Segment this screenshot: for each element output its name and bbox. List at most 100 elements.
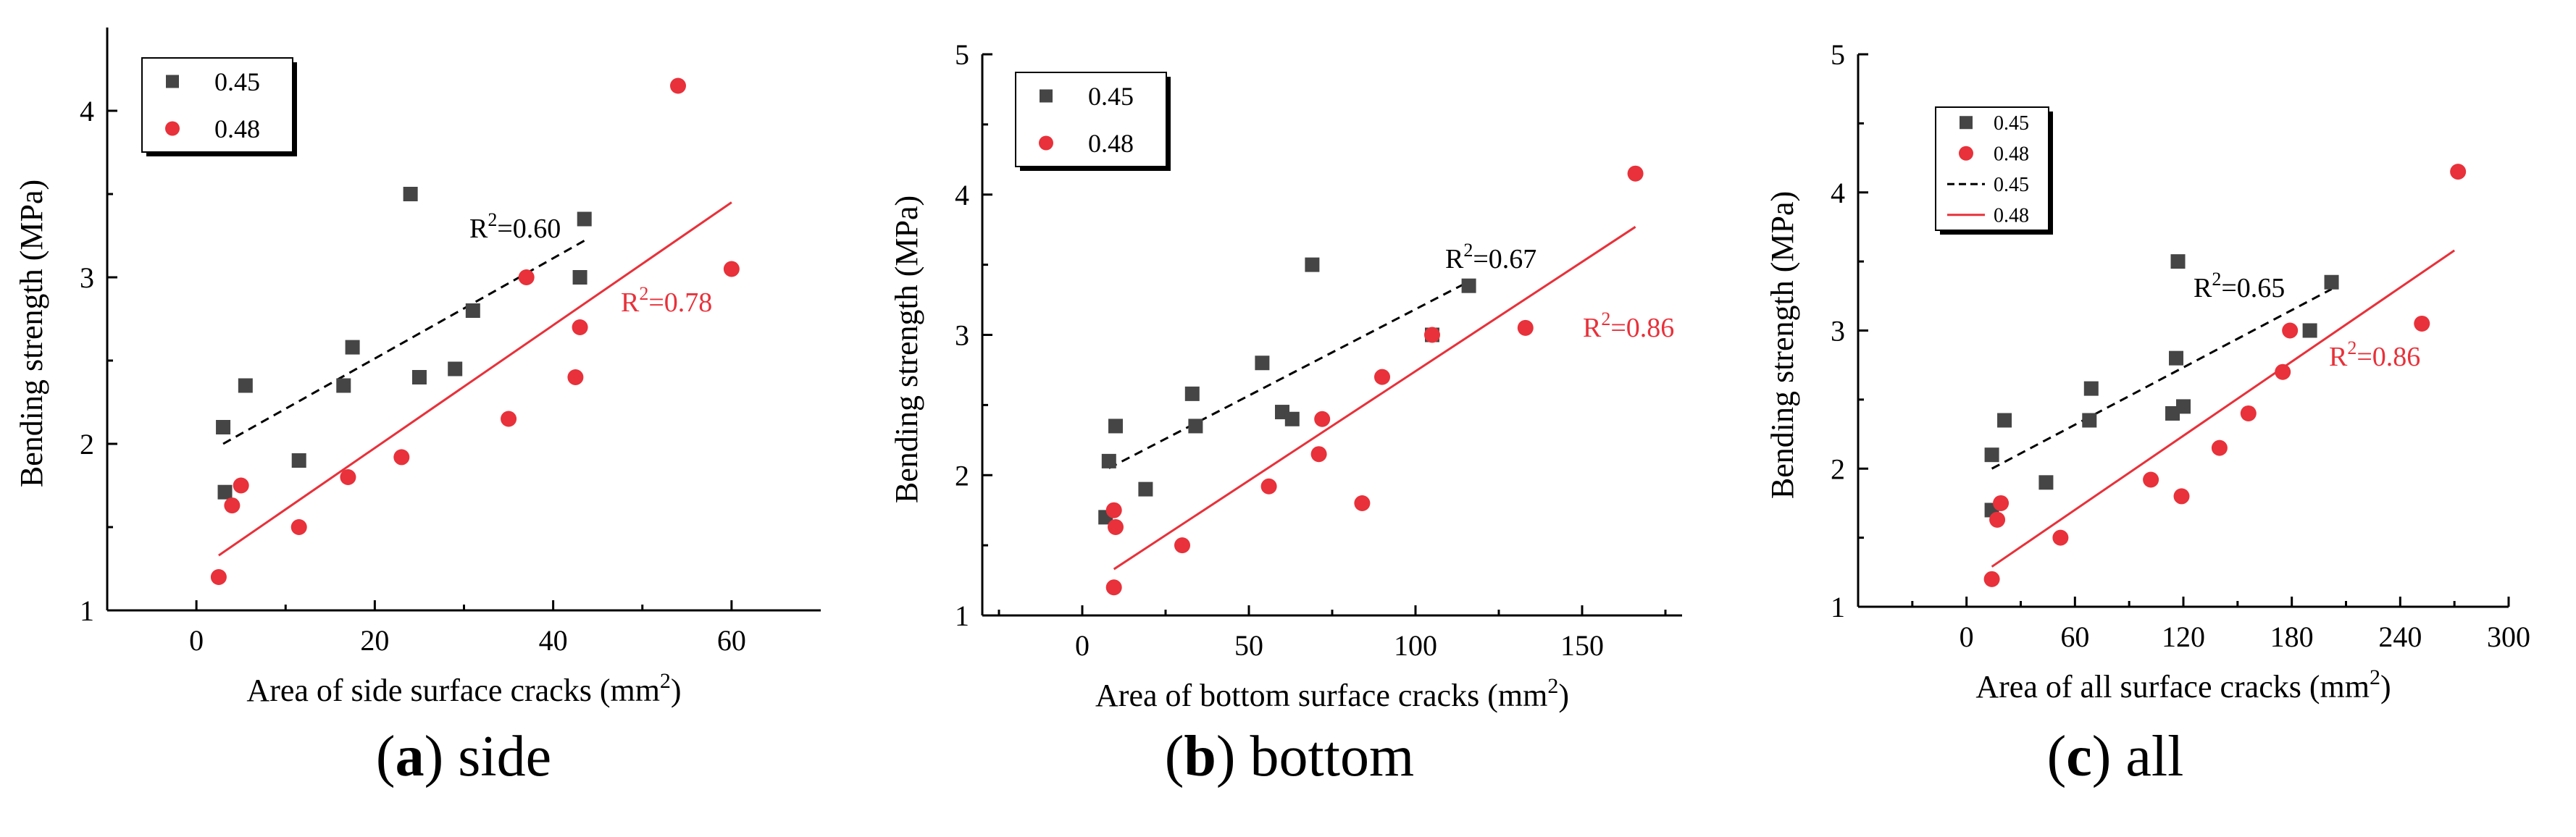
y-axis-label: Bending strength (MPa) xyxy=(14,180,49,487)
data-point xyxy=(1260,478,1277,495)
legend-marker xyxy=(1039,135,1053,151)
y-tick-label: 1 xyxy=(1831,591,1845,623)
caption-c: (c) all xyxy=(2046,725,2184,788)
data-point xyxy=(1517,319,1534,336)
r2-label: R2=0.60 xyxy=(469,209,561,244)
data-point xyxy=(670,77,686,94)
caption-letter: b xyxy=(1184,725,1216,788)
y-tick-label: 1 xyxy=(80,594,94,627)
data-point xyxy=(336,378,351,393)
legend: 0.45 0.48 xyxy=(1015,72,1171,171)
y-tick-label: 2 xyxy=(1831,453,1845,485)
data-point xyxy=(1424,327,1440,343)
data-point xyxy=(1993,495,2010,511)
y-tick-label: 3 xyxy=(80,261,94,294)
data-point xyxy=(238,378,253,393)
data-point xyxy=(1983,571,2000,587)
data-point xyxy=(518,269,535,285)
legend-box xyxy=(1935,106,2049,231)
legend-marker xyxy=(1040,89,1053,103)
legend-label: 0.45 xyxy=(1994,174,2029,196)
data-point xyxy=(2052,529,2069,546)
x-tick-label: 100 xyxy=(1394,629,1437,662)
x-tick-label: 120 xyxy=(2162,621,2205,653)
data-point xyxy=(2302,323,2317,338)
x-axis-label: Area of bottom surface cracks (mm2) xyxy=(1095,674,1569,713)
data-point xyxy=(1627,165,1644,182)
data-point xyxy=(1461,278,1476,293)
r2-label: R2=0.78 xyxy=(621,283,712,318)
y-tick-label: 3 xyxy=(1831,315,1845,348)
legend-box xyxy=(1015,72,1167,167)
data-point xyxy=(1305,257,1320,272)
legend-label: 0.45 xyxy=(1994,112,2029,135)
legend-marker xyxy=(165,121,180,136)
data-point xyxy=(1354,495,1371,511)
r2-label: R2=0.65 xyxy=(2194,269,2285,303)
data-point xyxy=(1108,418,1123,434)
y-tick-label: 3 xyxy=(955,319,969,352)
legend-marker xyxy=(1960,116,1973,130)
x-tick-label: 240 xyxy=(2378,621,2422,653)
data-point xyxy=(2173,488,2190,505)
caption-letter: a xyxy=(395,725,425,788)
y-tick-label: 4 xyxy=(80,95,94,127)
caption-b: (b) bottom xyxy=(1164,725,1415,788)
data-point xyxy=(448,361,463,377)
y-tick-label: 1 xyxy=(955,600,969,632)
data-point xyxy=(501,411,517,427)
data-point xyxy=(723,261,740,277)
data-point xyxy=(411,370,427,384)
y-tick-label: 2 xyxy=(80,428,94,460)
data-point xyxy=(291,453,306,468)
x-tick-label: 50 xyxy=(1234,629,1263,662)
x-tick-label: 0 xyxy=(1075,629,1090,662)
y-tick-label: 4 xyxy=(955,179,969,211)
legend-label: 0.48 xyxy=(1994,205,2029,227)
y-tick-label: 4 xyxy=(1831,177,1845,209)
legend-marker xyxy=(1959,146,1973,161)
data-point xyxy=(217,484,233,500)
data-point xyxy=(1184,386,1200,401)
caption-letter: c xyxy=(2066,725,2092,788)
legend: 0.45 0.48 xyxy=(141,57,297,156)
data-point xyxy=(2450,164,2467,180)
fit-line xyxy=(218,201,732,557)
x-tick-label: 60 xyxy=(717,624,746,657)
data-point xyxy=(1101,453,1116,468)
data-point xyxy=(1310,446,1327,463)
data-point xyxy=(2324,274,2339,290)
x-tick-label: 60 xyxy=(2060,621,2089,653)
data-point xyxy=(1314,411,1331,427)
data-point xyxy=(572,319,588,335)
data-point xyxy=(2143,471,2159,488)
legend-label: 0.48 xyxy=(1088,129,1134,158)
caption-label: all xyxy=(2125,725,2184,788)
data-point xyxy=(577,211,592,227)
data-point xyxy=(1105,579,1122,596)
data-point xyxy=(572,270,587,285)
data-point xyxy=(393,449,410,466)
data-point xyxy=(1284,411,1300,426)
legend: 0.45 0.48 0.45 0.48 xyxy=(1935,106,2053,235)
legend-label: 0.45 xyxy=(1088,82,1134,111)
data-point xyxy=(1108,518,1124,535)
fit-line xyxy=(1991,249,2456,568)
x-axis-label: Area of side surface cracks (mm2) xyxy=(246,669,681,708)
data-point xyxy=(567,369,584,385)
caption-label: side xyxy=(458,725,552,788)
data-point xyxy=(2038,475,2054,490)
data-point xyxy=(2275,363,2291,380)
data-point xyxy=(2169,350,2184,366)
data-point xyxy=(345,340,360,355)
data-point xyxy=(2083,381,2099,396)
data-point xyxy=(2170,254,2186,269)
r2-label: R2=0.86 xyxy=(1583,308,1674,343)
data-point xyxy=(465,303,480,318)
caption-label: bottom xyxy=(1250,725,1415,788)
data-point xyxy=(2240,405,2257,421)
r2-label: R2=0.86 xyxy=(2329,337,2420,372)
data-point xyxy=(224,497,241,514)
